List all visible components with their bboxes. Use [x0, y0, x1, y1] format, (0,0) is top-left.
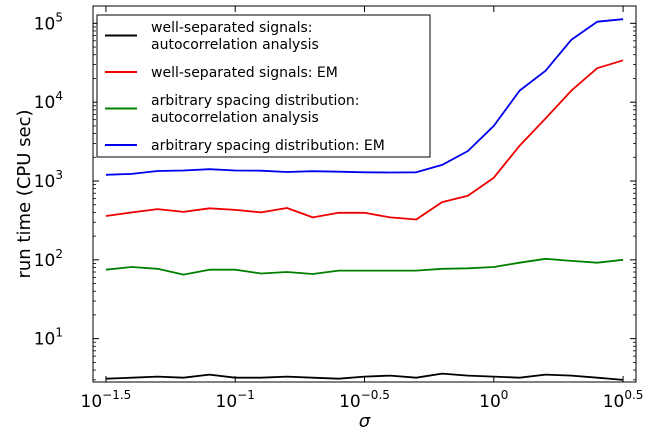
- x-tick-label: 100.5: [603, 388, 644, 412]
- series-line-1: [105, 59, 624, 221]
- series-line-3: [105, 18, 624, 176]
- legend-label-1: well-separated signals: EM: [151, 65, 338, 81]
- x-tick-label: 10−1.5: [81, 388, 132, 412]
- x-axis-title: σ: [359, 411, 371, 432]
- y-tick-label: 105: [34, 10, 63, 34]
- y-tick-label: 103: [34, 168, 63, 192]
- y-axis-title: run time (CPU sec): [14, 109, 35, 278]
- y-tick-label: 102: [34, 247, 63, 271]
- x-tick-label: 100: [479, 388, 508, 412]
- legend-label-2: arbitrary spacing distribution: autocorre…: [151, 93, 359, 126]
- series-line-2: [105, 257, 624, 276]
- legend: well-separated signals: autocorrelation a…: [96, 14, 431, 158]
- series-lines: [105, 18, 624, 381]
- legend-label-0: well-separated signals: autocorrelation a…: [151, 20, 319, 53]
- x-tick-label: 10−0.5: [339, 388, 390, 412]
- legend-label-3: arbitrary spacing distribution: EM: [151, 138, 385, 154]
- legend-box: [96, 14, 431, 158]
- plot-frame: [92, 5, 637, 383]
- y-tick-label: 101: [34, 326, 63, 350]
- series-line-0: [105, 372, 624, 381]
- x-tick-label: 10−1: [216, 388, 255, 412]
- x-tick-labels: 10−1.5 10−1 10−0.5 100 100.5: [81, 388, 644, 412]
- y-tick-labels: 101 102 103 104 105: [34, 10, 63, 349]
- y-tick-label: 104: [34, 89, 63, 113]
